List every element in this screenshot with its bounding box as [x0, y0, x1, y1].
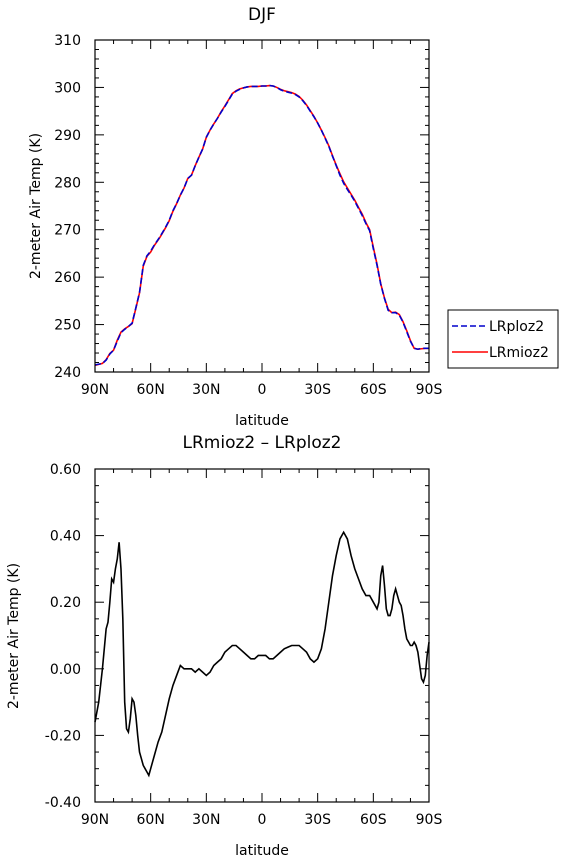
bottom-y-tick-label: -0.20 — [45, 728, 81, 744]
bottom-plot-series — [94, 530, 430, 778]
bottom-x-axis-label: latitude — [235, 843, 289, 859]
bottom-x-tick-label: 90S — [416, 812, 443, 828]
bottom-y-tick-label: 0.20 — [50, 595, 81, 611]
top-y-tick-label: 290 — [54, 128, 81, 144]
bottom-x-tick-label: 30S — [304, 812, 331, 828]
bottom-x-tick-label: 0 — [258, 812, 267, 828]
bottom-y-axis-label: 2-meter Air Temp (K) — [6, 563, 22, 709]
bottom-y-ticks: -0.40 -0.20 0.00 0.20 0.40 0.60 — [45, 462, 429, 811]
top-panel: DJF 90N 60N 30N 0 30S 60S 90S 2402502602702802… — [28, 5, 442, 429]
top-plot-frame — [94, 39, 430, 373]
top-x-tick-label: 90S — [416, 382, 443, 398]
top-y-ticks: 240 250 260 270 280 290 300 310 — [54, 33, 429, 381]
top-x-tick-label: 30N — [192, 382, 220, 398]
top-x-tick-label: 0 — [258, 382, 267, 398]
top-x-tick-label: 60S — [360, 382, 387, 398]
top-x-tick-label: 30S — [304, 382, 331, 398]
bottom-plot-frame — [94, 468, 430, 803]
top-y-tick-label: 240 — [54, 365, 81, 381]
top-chart-title: DJF — [248, 5, 276, 25]
bottom-panel: LRmioz2 – LRploz2 90N 60N 30N 0 30S 60S 90S -0… — [6, 433, 442, 859]
top-plot-series — [94, 84, 429, 367]
top-series-line-lrploz2 — [94, 84, 429, 366]
top-y-tick-label: 310 — [54, 33, 81, 49]
top-x-ticks: 90N 60N 30N 0 30S 60S 90S — [81, 40, 443, 398]
top-y-tick-label: 270 — [54, 223, 81, 239]
top-x-tick-label: 90N — [81, 382, 109, 398]
bottom-x-tick-label: 60S — [360, 812, 387, 828]
legend: LRploz2 LRmioz2 — [447, 309, 559, 369]
bottom-x-tick-label: 30N — [192, 812, 220, 828]
bottom-series-line-diff-0 — [94, 530, 430, 778]
top-y-tick-label: 280 — [54, 175, 81, 191]
top-y-tick-label: 300 — [54, 80, 81, 96]
top-y-tick-label: 250 — [54, 318, 81, 334]
bottom-chart-title: LRmioz2 – LRploz2 — [183, 433, 342, 453]
legend-label-lrploz2: LRploz2 — [489, 319, 544, 335]
bottom-y-tick-label: -0.40 — [45, 795, 81, 811]
bottom-x-tick-label: 60N — [137, 812, 165, 828]
legend-label-lrmioz2: LRmioz2 — [489, 345, 549, 361]
bottom-y-tick-label: 0.00 — [50, 662, 81, 678]
bottom-y-tick-label: 0.60 — [50, 462, 81, 478]
top-series-line-lrmioz2 — [94, 84, 429, 367]
top-y-axis-label: 2-meter Air Temp (K) — [28, 133, 44, 279]
top-x-axis-label: latitude — [235, 413, 289, 429]
bottom-y-tick-label: 0.40 — [50, 529, 81, 545]
top-y-tick-label: 260 — [54, 270, 81, 286]
top-x-tick-label: 60N — [137, 382, 165, 398]
bottom-x-ticks: 90N 60N 30N 0 30S 60S 90S — [81, 469, 443, 828]
legend-box — [447, 309, 559, 369]
bottom-x-tick-label: 90N — [81, 812, 109, 828]
